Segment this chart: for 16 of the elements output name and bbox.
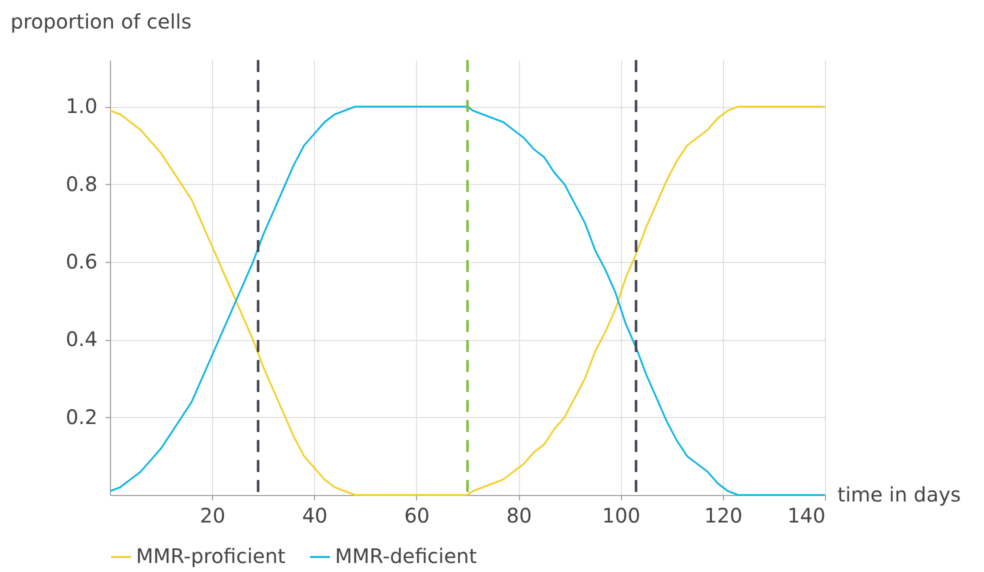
y-tick-label: 0.4 [66, 327, 98, 352]
x-tick-label: 100 [602, 504, 640, 528]
x-tick-label: 140 [787, 504, 826, 528]
x-tick-label: 120 [704, 504, 742, 528]
y-axis-title: proportion of cells [10, 10, 192, 34]
legend-label: MMR-proficient [136, 544, 286, 568]
x-tick-label: 80 [506, 504, 532, 528]
legend-label: MMR-deficient [335, 544, 477, 568]
x-tick-label: 20 [200, 504, 226, 528]
x-tick-label: 60 [404, 504, 430, 528]
x-tick-label: 40 [302, 504, 328, 528]
y-tick-label: 0.2 [66, 404, 98, 429]
x-axis-title: time in days [838, 482, 961, 506]
y-tick-label: 1.0 [66, 94, 98, 118]
y-tick-label: 0.6 [66, 249, 98, 274]
y-tick-label: 0.8 [66, 172, 98, 196]
